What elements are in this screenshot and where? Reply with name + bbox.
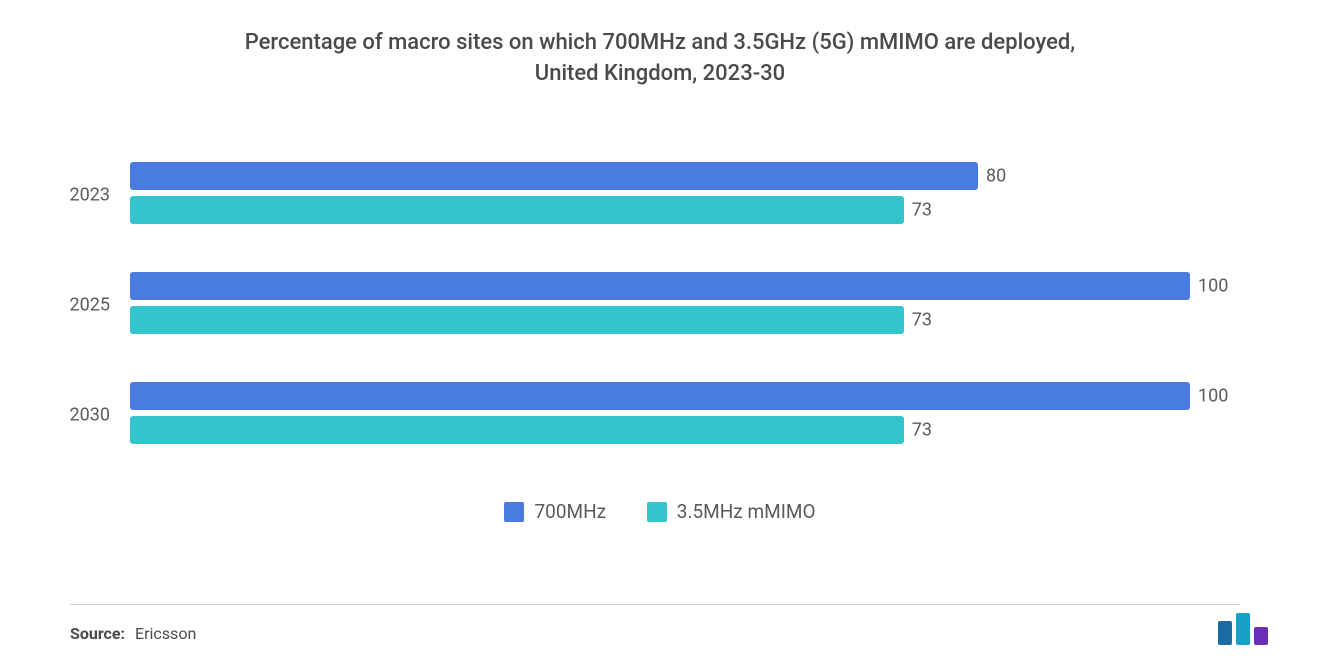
legend-label: 700MHz [534,500,606,523]
bars-container: 100 73 [130,380,1190,450]
bar-700mhz: 100 [130,382,1190,410]
bars-container: 80 73 [130,160,1190,230]
bar-value-label: 100 [1198,276,1228,297]
bar-group-2025: 2025 100 73 [70,270,1240,340]
y-axis-label: 2025 [60,295,110,316]
legend-item-700mhz: 700MHz [504,500,606,523]
legend-swatch [504,502,524,522]
legend-label: 3.5MHz mMIMO [677,500,816,523]
bars-container: 100 73 [130,270,1190,340]
bar-35mhz-mmimo: 73 [130,416,904,444]
bar-700mhz: 100 [130,272,1190,300]
divider [70,604,1240,605]
legend-swatch [647,502,667,522]
y-axis-label: 2030 [60,405,110,426]
source-footer: Source: Ericsson [70,624,196,643]
source-label: Source: [70,624,125,643]
legend-item-35mhz-mmimo: 3.5MHz mMIMO [647,500,816,523]
bar-group-2023: 2023 80 73 [70,160,1240,230]
bar-value-label: 80 [986,166,1006,187]
title-line-2: United Kingdom, 2023-30 [535,61,785,86]
bar-group-2030: 2030 100 73 [70,380,1240,450]
bar-35mhz-mmimo: 73 [130,306,904,334]
source-value: Ericsson [135,624,196,643]
chart-legend: 700MHz 3.5MHz mMIMO [0,500,1320,527]
y-axis-label: 2023 [60,185,110,206]
chart-plot-area: 2023 80 73 2025 100 73 2030 100 [70,150,1240,470]
bar-value-label: 73 [912,200,932,221]
bar-35mhz-mmimo: 73 [130,196,904,224]
bar-700mhz: 80 [130,162,978,190]
bar-value-label: 73 [912,310,932,331]
bar-value-label: 73 [912,420,932,441]
brand-logo-icon [1216,611,1274,645]
chart-title: Percentage of macro sites on which 700MH… [0,0,1320,90]
bar-value-label: 100 [1198,386,1228,407]
title-line-1: Percentage of macro sites on which 700MH… [245,30,1075,55]
